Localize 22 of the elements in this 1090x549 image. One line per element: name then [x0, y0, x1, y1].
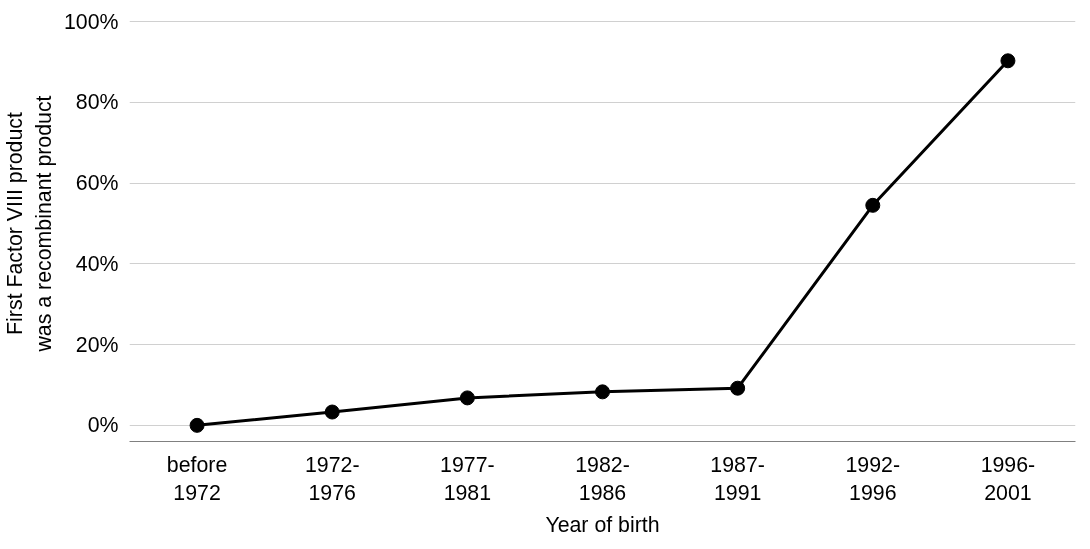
point: [595, 384, 610, 400]
y-tick-label: 60%: [75, 171, 119, 196]
x-tick-label: 1972- 1976: [304, 452, 360, 506]
point: [1000, 53, 1016, 69]
x-tick-label: 1992- 1996: [845, 452, 901, 506]
y-tick-label: 80%: [75, 90, 119, 115]
y-tick-label: 0%: [87, 413, 119, 438]
y-tick-label: 100%: [63, 9, 119, 34]
point: [459, 390, 475, 406]
x-tick-label: 1982- 1986: [575, 452, 630, 506]
x-tick-label: 1987- 1991: [710, 452, 765, 506]
y-tick-label: 20%: [75, 332, 119, 357]
y-axis-title: First Factor VIII product was a recombinant product: [3, 95, 56, 353]
x-tick-label: before 1972: [166, 452, 228, 506]
point: [324, 404, 340, 420]
x-axis-title: Year of birth: [545, 513, 660, 538]
x-tick-label: 1996- 2001: [980, 452, 1036, 506]
point: [730, 380, 746, 396]
y-tick-label: 40%: [75, 251, 119, 276]
point: [189, 417, 205, 433]
point: [865, 197, 881, 213]
x-tick-label: 1977- 1981: [440, 452, 495, 506]
